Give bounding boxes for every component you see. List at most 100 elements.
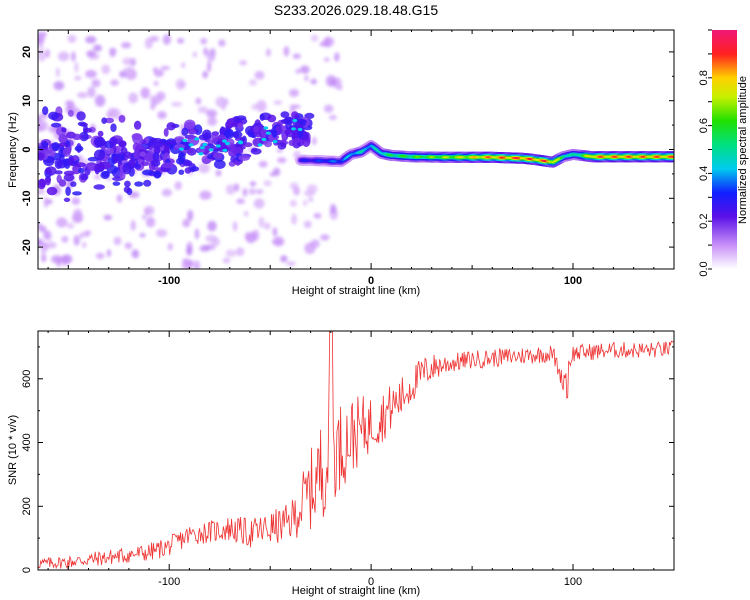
cloud-highlight — [199, 146, 205, 150]
noise-blob — [181, 259, 194, 269]
noise-blob — [40, 247, 46, 255]
cloud-blob — [139, 151, 146, 157]
cloud-highlight — [179, 147, 184, 151]
cloud-blob — [141, 161, 150, 166]
cloud-blob — [133, 120, 142, 130]
noise-blob — [310, 34, 319, 42]
noise-blob — [38, 120, 48, 132]
noise-blob — [85, 36, 97, 44]
noise-blob — [195, 97, 202, 105]
noise-blob — [77, 92, 88, 99]
noise-blob — [143, 205, 155, 216]
noise-blob — [256, 100, 267, 113]
cloud-highlight — [257, 143, 263, 147]
cloud-blob — [109, 136, 118, 147]
noise-blob — [303, 199, 308, 207]
cloud-blob — [123, 186, 131, 193]
cloud-highlight — [215, 144, 221, 148]
cloud-blob — [250, 148, 262, 155]
cloud-highlight — [198, 152, 204, 156]
noise-blob — [222, 257, 231, 264]
spectrogram-ytick-label-0: 0 — [21, 146, 33, 152]
cloud-blob — [228, 118, 235, 124]
noise-blob — [313, 212, 322, 219]
cloud-blob — [291, 111, 299, 119]
cloud-blob — [143, 179, 152, 187]
noise-blob — [161, 188, 173, 197]
spectrogram-ridge — [295, 140, 674, 168]
noise-blob — [74, 61, 79, 73]
noise-blob — [304, 242, 316, 254]
cloud-highlight — [292, 118, 298, 123]
snr-ytick-label-200: 200 — [21, 497, 33, 515]
noise-blob — [286, 261, 296, 266]
cloud-blob — [76, 111, 86, 121]
spectrogram-xtick-label-100: 100 — [564, 275, 582, 287]
cloud-blob — [70, 181, 77, 187]
cloud-blob — [78, 167, 85, 174]
noise-blob — [179, 82, 186, 88]
noise-blob — [295, 68, 301, 74]
noise-blob — [310, 78, 318, 85]
cloud-blob — [242, 142, 253, 148]
noise-blob — [93, 174, 102, 180]
noise-blob — [263, 180, 272, 187]
noise-blob — [337, 85, 343, 91]
spectrogram-ytick-label-20: 20 — [21, 46, 33, 58]
noise-blob — [94, 94, 106, 107]
noise-blob — [249, 181, 257, 187]
cloud-blob — [267, 114, 277, 123]
cloud-blob — [122, 163, 132, 175]
noise-blob — [123, 67, 135, 73]
cloud-blob — [51, 142, 60, 152]
cloud-blob — [284, 129, 293, 134]
cloud-blob — [163, 127, 169, 137]
noise-blob — [53, 81, 65, 91]
noise-blob — [83, 230, 92, 235]
cloud-blob — [42, 106, 49, 116]
cloud-blob — [62, 147, 71, 157]
cloud-blob — [63, 197, 71, 202]
snr-y-axis-title: SNR (10 * v/v) — [7, 415, 19, 485]
cloud-highlight — [261, 137, 267, 142]
noise-blob — [74, 76, 82, 81]
cloud-blob — [189, 129, 197, 135]
noise-blob — [45, 48, 50, 59]
noise-blob — [211, 237, 221, 246]
cloud-blob — [184, 119, 196, 130]
noise-blob — [289, 199, 297, 207]
noise-blob — [199, 245, 210, 252]
noise-blob — [328, 115, 337, 120]
cloud-blob — [174, 136, 185, 142]
noise-blob — [324, 104, 334, 113]
noise-blob — [167, 243, 173, 251]
noise-blob — [215, 169, 222, 177]
spectrogram-blobs — [38, 31, 343, 269]
noise-blob — [119, 70, 127, 78]
noise-blob — [151, 95, 162, 105]
cloud-blob — [74, 145, 84, 152]
noise-blob — [320, 234, 330, 241]
noise-blob — [153, 80, 159, 86]
cloud-blob — [153, 170, 162, 179]
noise-blob — [215, 96, 227, 108]
noise-blob — [38, 222, 43, 228]
noise-blob — [253, 198, 265, 209]
noise-blob — [121, 42, 132, 49]
cloud-blob — [56, 174, 62, 184]
snr-xtick-label-0: 0 — [368, 576, 374, 588]
spectrogram-ytick-label-10: 10 — [21, 95, 33, 107]
noise-blob — [291, 213, 297, 225]
noise-blob — [46, 241, 57, 249]
cloud-blob — [118, 115, 126, 123]
cloud-highlight — [237, 140, 243, 144]
cloud-blob — [277, 142, 287, 150]
cloud-highlight — [222, 148, 228, 152]
cloud-blob — [229, 144, 236, 152]
cloud-highlight — [202, 143, 208, 147]
colorbar-tick-label-0-6: 0.6 — [698, 118, 710, 133]
noise-blob — [144, 37, 153, 49]
noise-blob — [245, 232, 250, 242]
noise-blob — [57, 51, 70, 62]
noise-blob — [258, 216, 265, 228]
